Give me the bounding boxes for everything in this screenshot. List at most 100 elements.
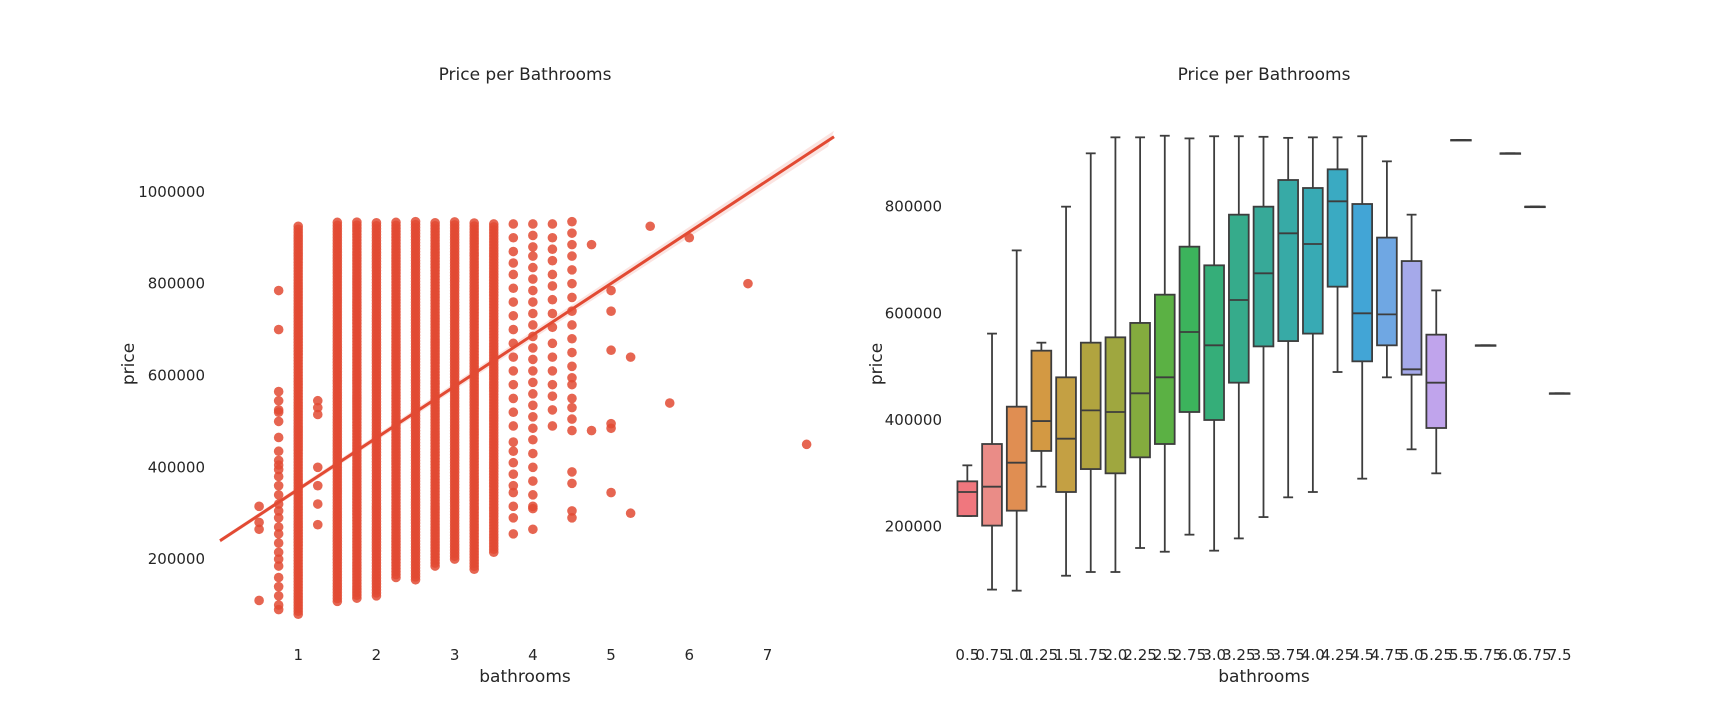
scatter-point [273, 432, 284, 443]
scatter-point [273, 446, 284, 457]
box-2.5 [1154, 134, 1176, 553]
scatter-point [567, 228, 577, 238]
box-4.0 [1302, 136, 1324, 493]
box-4.25 [1326, 136, 1349, 373]
scatter-point [547, 219, 558, 229]
boxplot-x-tick-label: 5.5 [1449, 646, 1473, 664]
box-0.5 [956, 464, 979, 517]
scatter-x-axis-label: bathrooms [479, 667, 571, 687]
box-5.5 [1450, 139, 1472, 142]
scatter-point [254, 501, 264, 512]
scatter-point [743, 278, 753, 289]
scatter-point [547, 391, 558, 401]
box-0.75 [981, 332, 1003, 591]
box-2.75 [1178, 137, 1201, 536]
boxplot-x-tick-label: 6.0 [1498, 646, 1522, 664]
boxplot-x-tick-label: 2.75 [1173, 646, 1206, 664]
boxplot-x-tick-label: 5.75 [1469, 646, 1502, 664]
scatter-point [567, 265, 577, 275]
boxplot-y-tick-label: 400000 [885, 411, 942, 429]
box-6.75 [1524, 205, 1546, 209]
scatter-point [547, 405, 558, 415]
box-iqr [1104, 336, 1127, 475]
scatter-point [508, 407, 519, 418]
scatter-y-ticks: 200000 400000 600000 800000 1000000 [138, 183, 205, 568]
scatter-point [547, 366, 558, 376]
scatter-point [586, 239, 597, 250]
scatter-point [508, 366, 519, 376]
scatter-point [567, 216, 577, 227]
scatter-point [273, 513, 284, 523]
scatter-point [312, 519, 323, 530]
box-iqr [1203, 264, 1225, 421]
boxplot-x-tick-label: 4.0 [1301, 646, 1325, 664]
scatter-point [430, 218, 440, 228]
scatter-point [567, 393, 577, 404]
scatter-point [273, 386, 284, 397]
scatter-point [273, 591, 284, 601]
scatter-point [312, 409, 323, 420]
boxplot-x-tick-label: 3.0 [1202, 646, 1226, 664]
scatter-point [528, 354, 538, 365]
box-iqr [1005, 405, 1028, 512]
scatter-point [547, 294, 558, 305]
box-iqr [981, 443, 1003, 527]
scatter-point [508, 457, 519, 468]
box-iqr [956, 480, 979, 517]
scatter-point [567, 333, 577, 344]
box-iqr [1302, 187, 1324, 335]
box-2.0 [1104, 136, 1127, 573]
scatter-point [547, 338, 558, 349]
scatter-point [508, 393, 519, 404]
scatter-point [528, 308, 538, 319]
scatter-point [567, 478, 577, 489]
scatter-point [528, 503, 538, 514]
box-iqr [1154, 293, 1176, 445]
boxplot-x-tick-label: 4.5 [1350, 646, 1374, 664]
boxplot-panel: Price per Bathrooms 200000 400000 600000 80… [867, 65, 1572, 687]
boxplot-x-tick-label: 1.25 [1025, 646, 1058, 664]
scatter-point [273, 604, 284, 615]
scatter-point [508, 501, 519, 512]
scatter-point [567, 402, 577, 413]
scatter-point [273, 581, 284, 592]
box-5.75 [1474, 344, 1497, 347]
boxplot-x-ticks: 0.50.751.01.251.51.752.02.252.52.753.03.… [955, 646, 1571, 664]
scatter-point [254, 517, 264, 528]
scatter-point [528, 423, 538, 434]
scatter-point [508, 246, 519, 257]
scatter-point [410, 216, 421, 227]
scatter-point [606, 306, 616, 317]
scatter-point [528, 524, 538, 535]
boxplot-x-tick-label: 1.75 [1074, 646, 1107, 664]
scatter-title: Price per Bathrooms [439, 65, 612, 85]
scatter-point [312, 402, 323, 413]
scatter-y-tick-label: 200000 [148, 550, 205, 568]
scatter-x-tick-label: 6 [685, 646, 695, 664]
scatter-point [606, 285, 616, 296]
scatter-point [625, 508, 636, 519]
scatter-point [528, 320, 538, 330]
scatter-point [273, 395, 284, 406]
scatter-point [547, 421, 558, 431]
boxplot-marks [956, 134, 1571, 592]
box-6.0 [1499, 152, 1522, 155]
box-iqr [1178, 245, 1201, 413]
box-1.25 [1030, 341, 1053, 488]
scatter-point [547, 255, 558, 266]
scatter-point [312, 480, 323, 491]
boxplot-y-tick-label: 200000 [885, 518, 942, 536]
scatter-point [488, 219, 499, 229]
scatter-point [567, 320, 577, 330]
boxplot-x-tick-label: 7.5 [1548, 646, 1572, 664]
scatter-point [567, 513, 577, 523]
scatter-x-tick-label: 2 [372, 646, 382, 664]
scatter-x-ticks: 1 2 3 4 5 6 7 [293, 646, 772, 664]
box-iqr [1326, 168, 1349, 288]
box-1.75 [1079, 152, 1102, 573]
scatter-point [567, 372, 577, 383]
boxplot-title: Price per Bathrooms [1178, 65, 1351, 85]
scatter-y-axis-label: price [119, 343, 139, 385]
box-iqr [1055, 376, 1077, 493]
scatter-point [528, 366, 538, 376]
